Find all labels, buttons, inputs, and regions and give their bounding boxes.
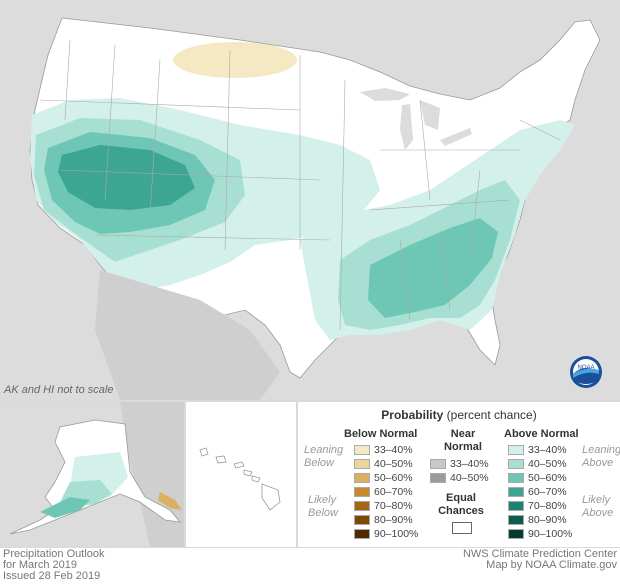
above-normal-label: 40–50% xyxy=(528,458,567,470)
above-normal-row: 40–50% xyxy=(508,458,567,470)
below-normal-row: 80–90% xyxy=(354,514,413,526)
svg-text:NOAA: NOAA xyxy=(577,365,594,371)
hawaii-map xyxy=(199,447,281,511)
lake-huron xyxy=(420,100,440,130)
alaska-map xyxy=(9,402,184,547)
below-normal-row: 50–60% xyxy=(354,472,413,484)
below-normal-swatch xyxy=(354,445,370,455)
lake-michigan xyxy=(400,104,413,150)
mexico-land xyxy=(95,270,280,400)
leaning-below-label: Leaning Below xyxy=(304,444,344,469)
above-normal-swatch xyxy=(508,501,524,511)
footer: Precipitation Outlook for March 2019 Iss… xyxy=(0,548,620,585)
near-normal-header: Near Normal xyxy=(444,428,482,453)
conus-map: NOAA xyxy=(29,17,602,400)
above-normal-row: 50–60% xyxy=(508,472,567,484)
below-normal-row: 40–50% xyxy=(354,458,413,470)
below-normal-label: 90–100% xyxy=(374,528,419,540)
below-normal-row: 60–70% xyxy=(354,486,413,498)
alaska-panel xyxy=(0,402,184,547)
below-normal-swatch xyxy=(354,459,370,469)
above-normal-header: Above Normal xyxy=(504,428,579,440)
above-normal-swatch xyxy=(508,515,524,525)
below-normal-label: 33–40% xyxy=(374,444,413,456)
leaning-above-label: Leaning Above xyxy=(582,444,620,469)
below-normal-row: 33–40% xyxy=(354,444,413,456)
near-normal-row: 33–40% xyxy=(430,458,489,470)
above-normal-row: 80–90% xyxy=(508,514,567,526)
below-normal-label: 40–50% xyxy=(374,458,413,470)
below-normal-row: 70–80% xyxy=(354,500,413,512)
above-60-70-west xyxy=(58,145,195,210)
below-normal-label: 50–60% xyxy=(374,472,413,484)
alaska-below-area xyxy=(158,492,182,510)
credit-info: NWS Climate Prediction Center Map by NOA… xyxy=(462,548,617,571)
above-normal-label: 50–60% xyxy=(528,472,567,484)
above-normal-label: 90–100% xyxy=(528,528,573,540)
above-normal-label: 33–40% xyxy=(528,444,567,456)
lake-superior xyxy=(360,88,410,101)
state-lines xyxy=(39,39,561,331)
alaska-above-50-60 xyxy=(40,497,90,518)
below-normal-swatch xyxy=(354,487,370,497)
legend-panel: Probability (percent chance) Below Norma… xyxy=(298,402,620,547)
below-normal-swatch xyxy=(354,529,370,539)
above-normal-swatch xyxy=(508,459,524,469)
above-normal-label: 70–80% xyxy=(528,500,567,512)
below-normal-label: 60–70% xyxy=(374,486,413,498)
near-normal-label: 33–40% xyxy=(450,458,489,470)
above-normal-swatch xyxy=(508,445,524,455)
near-normal-swatch xyxy=(430,459,446,469)
above-50-60-east xyxy=(368,218,498,318)
hawaii-islands xyxy=(199,447,281,511)
near-normal-row: 40–50% xyxy=(430,472,489,484)
conus-map-panel: NOAA AK and HI not to scale xyxy=(4,17,602,400)
below-normal-label: 80–90% xyxy=(374,514,413,526)
likely-above-label: Likely Above xyxy=(582,494,614,519)
above-normal-row: 33–40% xyxy=(508,444,567,456)
above-normal-row: 60–70% xyxy=(508,486,567,498)
below-normal-row: 90–100% xyxy=(354,528,418,540)
likely-below-label: Likely Below xyxy=(308,494,338,519)
below-normal-swatch xyxy=(354,515,370,525)
near-normal-swatch xyxy=(430,473,446,483)
below-normal-label: 70–80% xyxy=(374,500,413,512)
equal-chances-swatch xyxy=(452,522,472,534)
above-normal-swatch xyxy=(508,487,524,497)
legend-title: Probability (percent chance) xyxy=(381,408,537,422)
below-normal-33-40-area xyxy=(173,42,297,78)
above-normal-label: 60–70% xyxy=(528,486,567,498)
above-normal-row: 70–80% xyxy=(508,500,567,512)
above-normal-swatch xyxy=(508,529,524,539)
above-normal-label: 80–90% xyxy=(528,514,567,526)
noaa-logo-icon: NOAA xyxy=(570,356,602,388)
below-normal-swatch xyxy=(354,473,370,483)
above-normal-swatch xyxy=(508,473,524,483)
scale-note: AK and HI not to scale xyxy=(4,384,114,396)
outlook-info: Precipitation Outlook for March 2019 Iss… xyxy=(3,548,105,582)
near-normal-label: 40–50% xyxy=(450,472,489,484)
hawaii-panel xyxy=(186,402,296,547)
below-normal-swatch xyxy=(354,501,370,511)
equal-chances-label: Equal Chances xyxy=(438,492,484,517)
lake-erie xyxy=(440,128,472,146)
above-normal-row: 90–100% xyxy=(508,528,572,540)
below-normal-header: Below Normal xyxy=(344,428,418,440)
